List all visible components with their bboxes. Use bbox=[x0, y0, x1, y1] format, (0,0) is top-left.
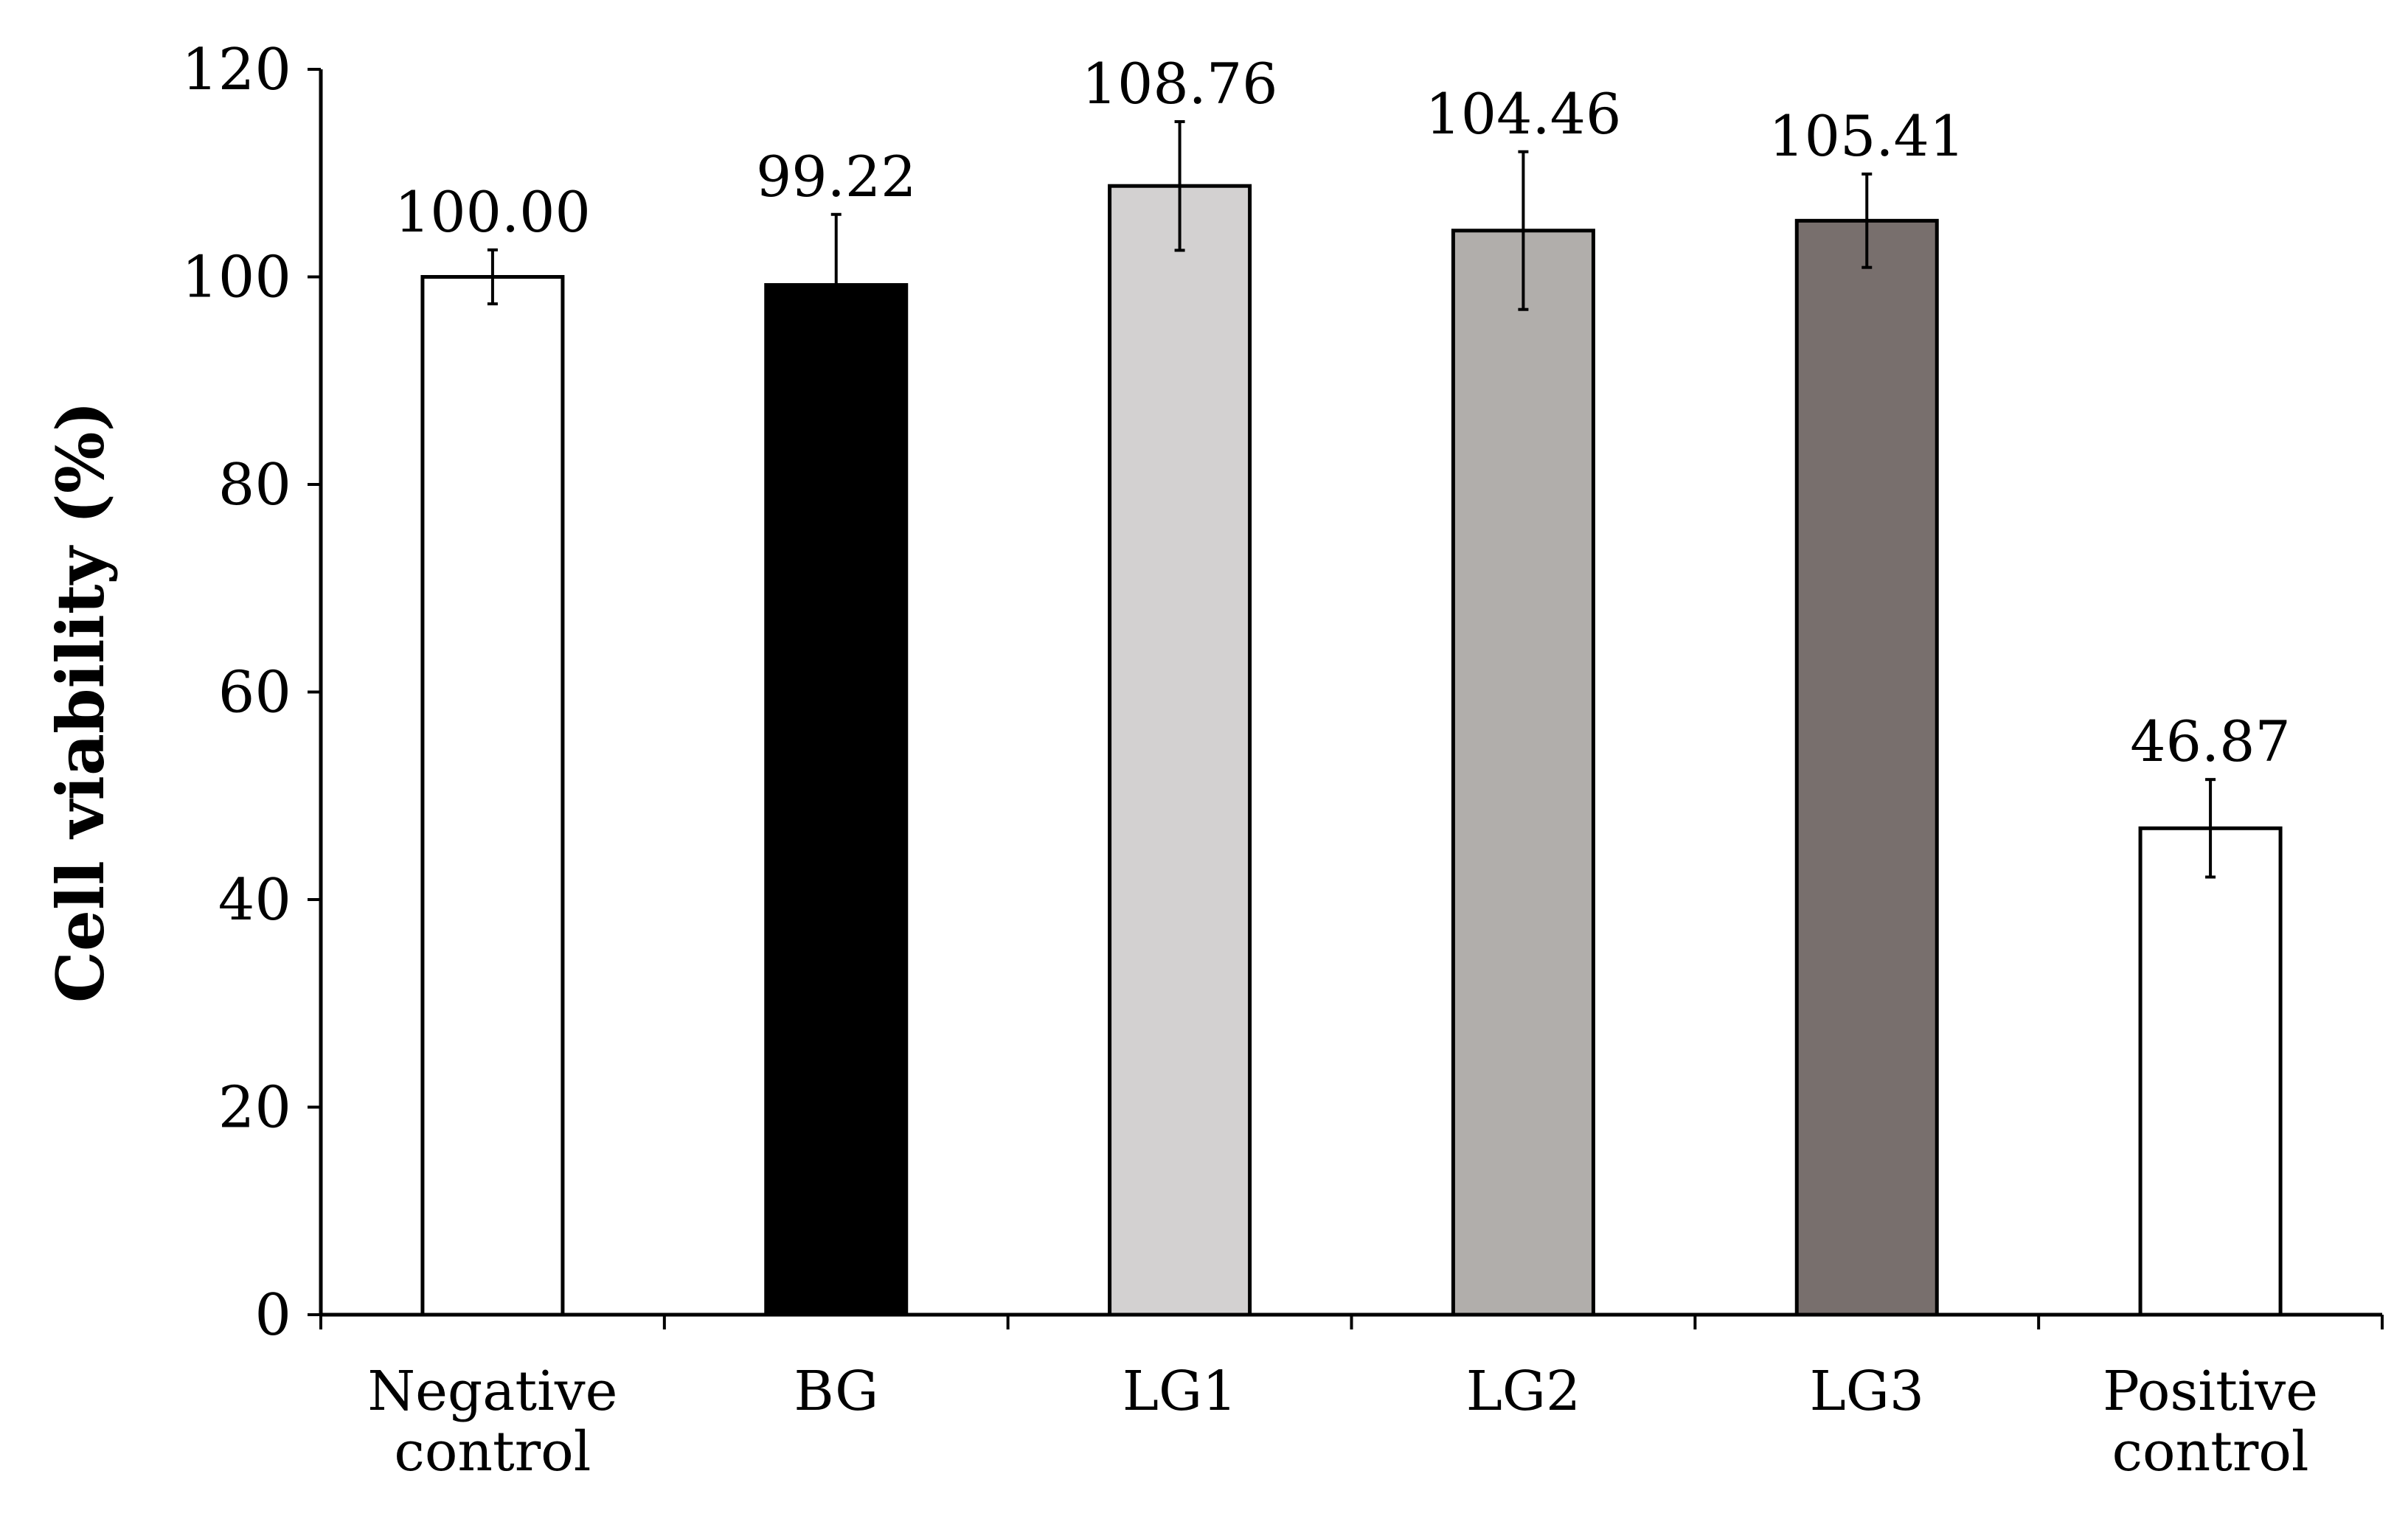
x-tick-label: LG3 bbox=[1810, 1360, 1924, 1423]
x-tick-label: LG1 bbox=[1123, 1360, 1237, 1423]
y-tick-label: 100 bbox=[181, 245, 291, 311]
y-tick-label: 80 bbox=[218, 452, 291, 518]
data-label: 99.22 bbox=[756, 144, 917, 209]
bar bbox=[420, 275, 565, 1317]
bar bbox=[764, 282, 909, 1317]
x-tick-label: Positive bbox=[2103, 1360, 2318, 1423]
y-tick-label: 40 bbox=[218, 867, 291, 933]
bar bbox=[2138, 826, 2283, 1317]
y-tick-label: 120 bbox=[181, 37, 291, 103]
y-tick-label: 0 bbox=[254, 1282, 291, 1349]
bar bbox=[1794, 218, 1939, 1317]
bar bbox=[1451, 229, 1595, 1317]
data-label: 100.00 bbox=[395, 179, 591, 245]
data-label: 104.46 bbox=[1425, 81, 1621, 147]
x-tick-label: Negative bbox=[367, 1360, 617, 1423]
x-tick-label: BG bbox=[794, 1360, 878, 1423]
data-label: 105.41 bbox=[1769, 103, 1965, 169]
data-label: 108.76 bbox=[1082, 51, 1278, 117]
y-axis-title: Cell viability (%) bbox=[42, 401, 119, 1003]
x-tick-label: LG2 bbox=[1466, 1360, 1581, 1423]
bar bbox=[1108, 184, 1252, 1317]
x-tick-label: control bbox=[2112, 1420, 2309, 1484]
y-tick-label: 60 bbox=[218, 660, 291, 726]
data-label: 46.87 bbox=[2130, 709, 2291, 774]
y-tick-label: 20 bbox=[218, 1075, 291, 1141]
x-tick-label: control bbox=[394, 1420, 591, 1484]
